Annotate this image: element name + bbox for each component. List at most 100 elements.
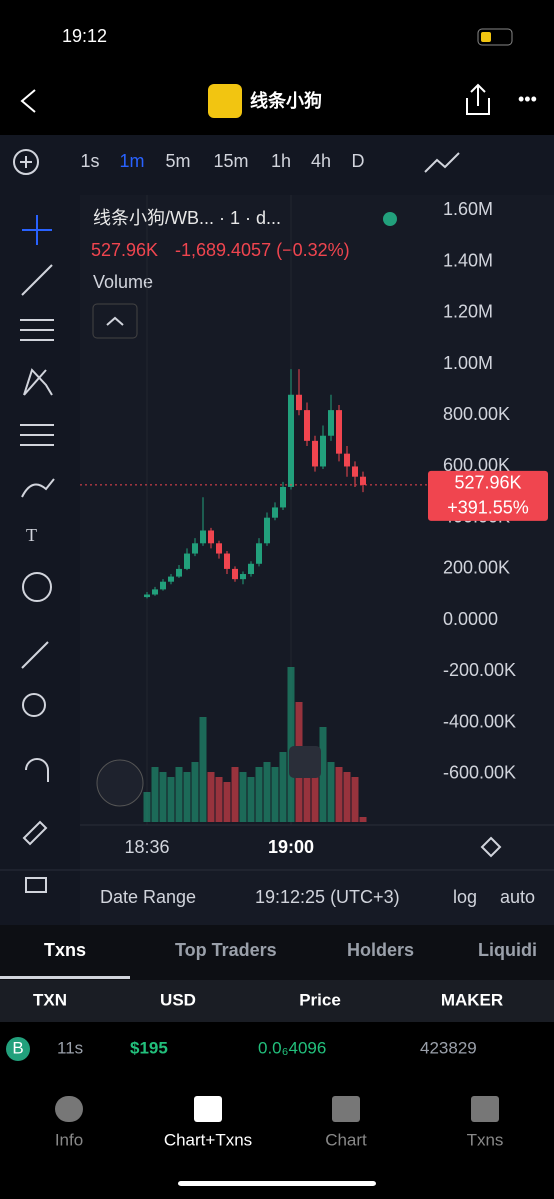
table-cell: 11s (57, 1038, 83, 1057)
table-header-cell[interactable]: USD (160, 990, 196, 1009)
table-header-cell[interactable]: MAKER (441, 990, 503, 1009)
tab[interactable]: Txns (44, 940, 86, 960)
volume-bar (359, 817, 367, 822)
candle-body (264, 517, 270, 544)
legend-change: -1,689.4057 (−0.32%) (175, 240, 350, 260)
candle-body (216, 543, 222, 554)
candle-body (296, 394, 302, 411)
unlock-tool[interactable] (25, 877, 47, 893)
auto-toggle[interactable]: auto (500, 887, 535, 907)
fib-tool[interactable] (20, 424, 54, 446)
table-cell: B (12, 1038, 23, 1057)
interval[interactable]: 5m (165, 151, 190, 171)
volume-bar (143, 792, 151, 822)
candle-body (336, 410, 342, 454)
interval[interactable]: 1m (119, 151, 144, 171)
table-header-cell[interactable]: TXN (33, 990, 67, 1009)
buy-badge (6, 1037, 30, 1061)
date-range[interactable]: Date Range (100, 887, 196, 907)
lines-tool[interactable] (20, 319, 54, 341)
volume-bar (327, 762, 335, 822)
status-dot (383, 212, 397, 226)
ruler-tool[interactable] (21, 641, 49, 669)
interval[interactable]: 15m (213, 151, 248, 171)
emoji-tool[interactable] (22, 572, 52, 602)
volume-bar (311, 767, 319, 822)
add-indicator[interactable] (13, 149, 39, 175)
token-icon (208, 84, 242, 118)
candle-body (144, 594, 150, 598)
nav-label[interactable]: Chart+Txns (164, 1130, 252, 1149)
volume-bar (319, 727, 327, 822)
candle-body (224, 553, 230, 569)
crosshair-tool[interactable] (22, 215, 52, 245)
y-tick-label: 600.00K (443, 455, 510, 475)
candle-body (168, 576, 174, 582)
last-price-box (428, 470, 548, 521)
interval[interactable]: 1s (80, 151, 99, 171)
nav-label[interactable]: Info (55, 1130, 83, 1149)
home-indicator (178, 1181, 376, 1186)
line-type[interactable] (424, 152, 460, 173)
y-tick-label: -400.00K (443, 711, 516, 731)
battery (477, 28, 513, 46)
candle-body (304, 410, 310, 441)
volume-bar (255, 767, 263, 822)
volume-bar (271, 767, 279, 822)
candle-body (360, 476, 366, 485)
text-tool[interactable]: T (26, 525, 37, 545)
nav-icon[interactable] (332, 1096, 360, 1122)
table-cell: 0.0₆4096 (258, 1038, 326, 1057)
pattern-tool[interactable] (23, 368, 53, 396)
reset-button[interactable] (289, 746, 321, 778)
collapse-button[interactable] (92, 303, 138, 339)
interval[interactable]: 4h (311, 151, 331, 171)
candle-body (248, 563, 254, 575)
nav-label[interactable]: Chart (325, 1130, 367, 1149)
candle-body (272, 507, 278, 518)
nav-icon[interactable] (194, 1096, 222, 1122)
y-tick-label: -200.00K (443, 660, 516, 680)
interval[interactable]: 1h (271, 151, 291, 171)
tab[interactable]: Holders (347, 940, 414, 960)
y-tick-label: 0.0000 (443, 609, 498, 629)
lock-draw-tool[interactable] (22, 820, 48, 846)
y-tick-label: -600.00K (443, 763, 516, 783)
candle-body (160, 581, 166, 590)
volume-label: Volume (93, 272, 153, 292)
volume-bar (151, 767, 159, 822)
last-price-label: 527.96K (454, 473, 521, 493)
settings-button[interactable] (480, 836, 502, 858)
volume-bar (167, 777, 175, 822)
back-button[interactable] (20, 89, 36, 113)
add-icon (20, 156, 32, 168)
y-tick-label: 800.00K (443, 404, 510, 424)
more-button[interactable]: ••• (518, 89, 537, 109)
volume-bar (287, 667, 295, 822)
tab[interactable]: Liquidi (478, 940, 537, 960)
nav-label[interactable]: Txns (467, 1130, 504, 1149)
candle-body (256, 543, 262, 564)
volume-bar (191, 762, 199, 822)
line-tool[interactable] (21, 264, 53, 296)
nav-icon[interactable] (471, 1096, 499, 1122)
volume-bar (351, 777, 359, 822)
last-price-change: +391.55% (447, 498, 529, 518)
volume-bar (343, 772, 351, 822)
tab[interactable]: Top Traders (175, 940, 277, 960)
interval[interactable]: D (352, 151, 365, 171)
tabs-bar (0, 925, 554, 980)
log-toggle[interactable]: log (453, 887, 477, 907)
zoom-tool[interactable] (22, 693, 46, 717)
candle-body (344, 453, 350, 467)
table-header-cell[interactable]: Price (299, 990, 341, 1009)
y-tick-label: 1.60M (443, 199, 493, 219)
left-tools: T (20, 215, 55, 893)
candle-body (208, 530, 214, 544)
nav-icon[interactable] (55, 1096, 83, 1122)
magnet-tool[interactable] (25, 758, 49, 782)
share-button[interactable] (466, 83, 490, 115)
volume-bar (215, 777, 223, 822)
brush-tool[interactable] (21, 478, 55, 498)
volume-bar (279, 752, 287, 822)
